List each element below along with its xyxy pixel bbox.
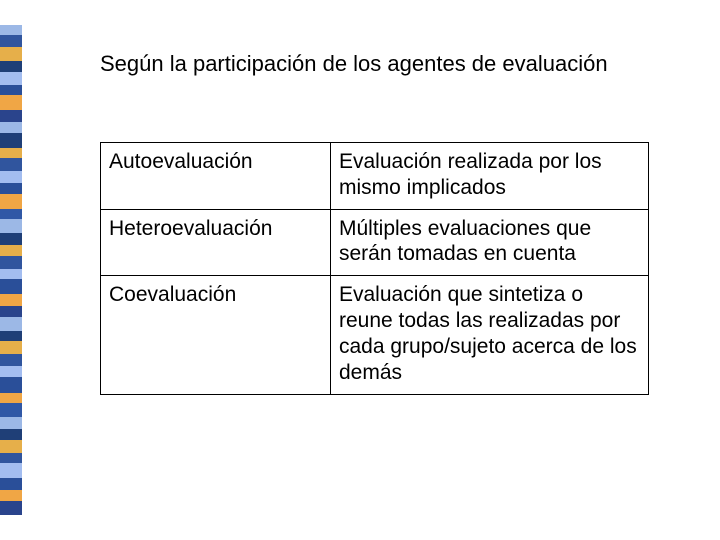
stripe-segment bbox=[0, 377, 22, 392]
definition-cell: Evaluación realizada por los mismo impli… bbox=[331, 143, 649, 210]
stripe-segment bbox=[0, 501, 22, 515]
stripe-segment bbox=[0, 95, 22, 110]
evaluation-table: Autoevaluación Evaluación realizada por … bbox=[100, 142, 649, 395]
stripe-segment bbox=[0, 403, 22, 417]
stripe-segment bbox=[0, 354, 22, 366]
stripe-segment bbox=[0, 122, 22, 133]
stripe-segment bbox=[0, 219, 22, 233]
stripe-segment bbox=[0, 490, 22, 501]
stripe-segment bbox=[0, 61, 22, 72]
stripe-segment bbox=[0, 245, 22, 256]
stripe-segment bbox=[0, 463, 22, 478]
stripe-segment bbox=[0, 478, 22, 490]
table-row: Autoevaluación Evaluación realizada por … bbox=[101, 143, 649, 210]
stripe-segment bbox=[0, 341, 22, 354]
table-row: Heteroevaluación Múltiples evaluaciones … bbox=[101, 209, 649, 276]
stripe-segment bbox=[0, 317, 22, 331]
stripe-segment bbox=[0, 366, 22, 377]
stripe-segment bbox=[0, 133, 22, 147]
stripe-segment bbox=[0, 158, 22, 171]
stripe-segment bbox=[0, 72, 22, 85]
table-row: Coevaluación Evaluación que sintetiza o … bbox=[101, 276, 649, 394]
stripe-segment bbox=[0, 306, 22, 317]
stripe-segment bbox=[0, 110, 22, 122]
decorative-stripe bbox=[0, 25, 22, 515]
stripe-segment bbox=[0, 331, 22, 341]
stripe-segment bbox=[0, 47, 22, 61]
definition-cell: Múltiples evaluaciones que serán tomadas… bbox=[331, 209, 649, 276]
stripe-segment bbox=[0, 393, 22, 403]
stripe-segment bbox=[0, 429, 22, 440]
stripe-segment bbox=[0, 35, 22, 47]
stripe-segment bbox=[0, 209, 22, 219]
stripe-segment bbox=[0, 256, 22, 269]
stripe-segment bbox=[0, 294, 22, 306]
stripe-segment bbox=[0, 148, 22, 158]
stripe-segment bbox=[0, 233, 22, 245]
term-cell: Coevaluación bbox=[101, 276, 331, 394]
stripe-segment bbox=[0, 85, 22, 95]
stripe-segment bbox=[0, 25, 22, 35]
slide-title: Según la participación de los agentes de… bbox=[100, 50, 660, 79]
slide: Según la participación de los agentes de… bbox=[0, 0, 720, 540]
stripe-segment bbox=[0, 183, 22, 194]
term-cell: Heteroevaluación bbox=[101, 209, 331, 276]
stripe-segment bbox=[0, 279, 22, 294]
stripe-segment bbox=[0, 269, 22, 279]
term-cell: Autoevaluación bbox=[101, 143, 331, 210]
stripe-segment bbox=[0, 194, 22, 209]
stripe-segment bbox=[0, 440, 22, 453]
stripe-segment bbox=[0, 417, 22, 429]
definition-cell: Evaluación que sintetiza o reune todas l… bbox=[331, 276, 649, 394]
stripe-segment bbox=[0, 171, 22, 183]
stripe-segment bbox=[0, 453, 22, 463]
